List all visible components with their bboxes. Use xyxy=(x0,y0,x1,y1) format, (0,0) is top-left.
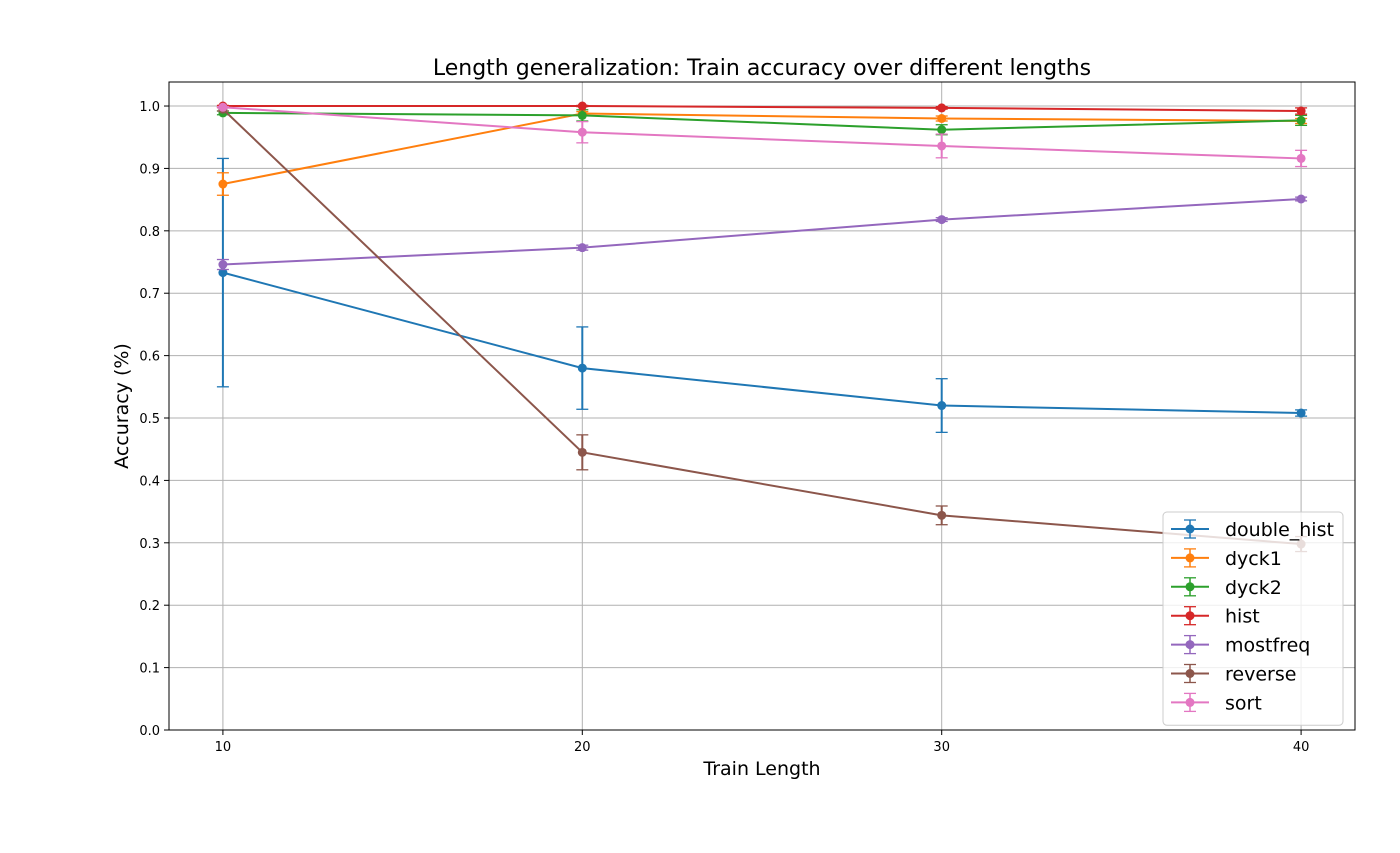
data-point xyxy=(937,125,947,135)
chart-title: Length generalization: Train accuracy ov… xyxy=(433,56,1091,81)
data-point xyxy=(218,260,228,270)
data-point xyxy=(937,141,947,151)
data-point xyxy=(937,215,947,225)
legend-item-reverse: reverse xyxy=(1171,664,1296,686)
data-point xyxy=(218,179,228,189)
x-axis-title: Train Length xyxy=(702,758,820,780)
x-tick-label: 40 xyxy=(1293,740,1310,755)
legend-item-hist: hist xyxy=(1171,606,1260,628)
y-tick-label: 0.7 xyxy=(139,287,160,302)
legend-box xyxy=(1162,511,1344,726)
y-tick-label: 0.2 xyxy=(139,599,160,614)
y-axis-title: Accuracy (%) xyxy=(111,343,133,469)
y-tick-label: 0.4 xyxy=(139,474,160,489)
legend: double_hist dyck1 dyck2 hist mostfreq reverse… xyxy=(1162,511,1344,726)
y-tick-label: 0.0 xyxy=(139,724,160,739)
legend-marker xyxy=(1185,582,1195,592)
legend-label: dyck2 xyxy=(1225,577,1282,599)
legend-item-mostfreq: mostfreq xyxy=(1171,635,1310,657)
data-point xyxy=(218,102,228,112)
x-tick-label: 10 xyxy=(215,740,232,755)
data-point xyxy=(937,510,947,520)
legend-label: hist xyxy=(1225,606,1260,628)
legend-marker xyxy=(1185,524,1195,534)
legend-item-sort: sort xyxy=(1171,692,1262,714)
legend-marker xyxy=(1185,669,1195,678)
data-point xyxy=(1296,115,1306,125)
data-point xyxy=(1296,408,1306,418)
series-mostfreq xyxy=(216,194,1308,271)
series-line xyxy=(222,106,1302,160)
y-axis-ticks: 0.0 0.1 0.2 0.3 0.4 0.5 0.6 0.7 0.8 0.9 1.0 xyxy=(139,100,169,739)
legend-label: double_hist xyxy=(1225,519,1334,541)
legend-item-dyck2: dyck2 xyxy=(1171,577,1282,599)
y-tick-label: 0.5 xyxy=(139,412,160,427)
series-lines xyxy=(216,101,1308,553)
series-line xyxy=(222,105,1302,113)
y-tick-label: 0.1 xyxy=(139,662,160,677)
data-point xyxy=(218,268,228,278)
data-point xyxy=(577,101,587,111)
series-sort xyxy=(216,102,1308,168)
data-point xyxy=(577,447,587,457)
x-axis-ticks: 10 20 30 40 xyxy=(215,730,1310,755)
legend-item-dyck1: dyck1 xyxy=(1171,548,1282,570)
y-tick-label: 1.0 xyxy=(139,100,160,115)
plot-frame xyxy=(168,81,1356,731)
series-double_hist xyxy=(216,157,1308,434)
x-tick-label: 30 xyxy=(933,740,950,755)
data-point xyxy=(577,243,587,253)
series-line xyxy=(222,271,1302,415)
legend-marker xyxy=(1185,611,1195,621)
y-tick-label: 0.8 xyxy=(139,225,160,240)
data-point xyxy=(937,103,947,113)
data-point xyxy=(1296,106,1306,116)
series-line xyxy=(222,108,1302,546)
data-point xyxy=(937,114,947,124)
data-point xyxy=(577,110,587,120)
y-tick-label: 0.3 xyxy=(139,537,160,552)
series-line xyxy=(222,111,1302,131)
series-dyck2 xyxy=(216,108,1308,136)
legend-item-double_hist: double_hist xyxy=(1171,519,1334,541)
legend-label: dyck1 xyxy=(1225,548,1282,570)
legend-marker xyxy=(1185,553,1195,563)
legend-label: mostfreq xyxy=(1225,635,1310,657)
legend-label: reverse xyxy=(1225,664,1296,686)
y-tick-label: 0.6 xyxy=(139,350,160,365)
series-line xyxy=(222,112,1302,186)
legend-marker xyxy=(1185,697,1195,707)
data-point xyxy=(1296,153,1306,163)
data-point xyxy=(1296,194,1306,204)
series-reverse xyxy=(216,104,1308,553)
legend-label: sort xyxy=(1225,692,1262,714)
legend-marker xyxy=(1185,640,1195,650)
y-tick-label: 0.9 xyxy=(139,162,160,177)
series-line xyxy=(222,197,1302,266)
data-point xyxy=(577,363,587,373)
x-tick-label: 20 xyxy=(574,740,591,755)
data-point xyxy=(577,127,587,137)
data-point xyxy=(937,401,947,411)
